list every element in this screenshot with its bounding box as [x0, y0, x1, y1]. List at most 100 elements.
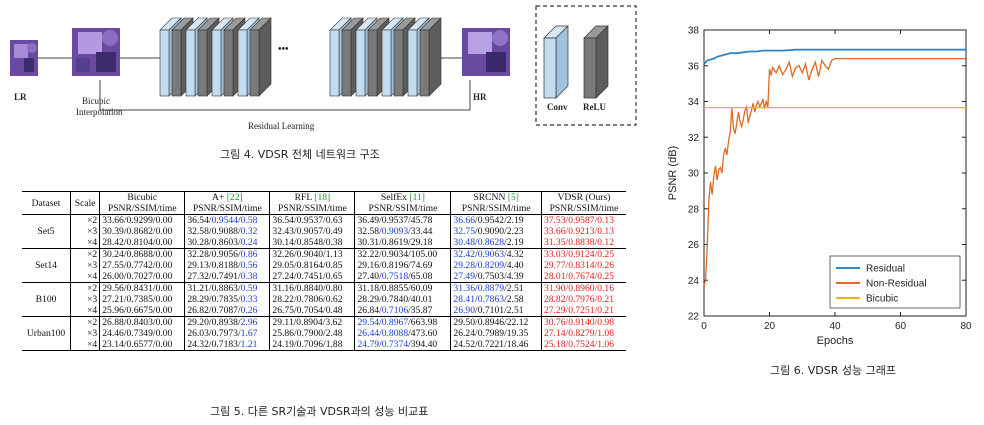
result-value: 24.52	[453, 339, 476, 350]
x-tick-label: 20	[764, 321, 776, 332]
bicubic-image	[72, 28, 120, 76]
result-value: 30.48	[453, 237, 476, 248]
th-metric: PSNR/SSIM/time	[269, 203, 356, 215]
bicubic-label-line2: Interpolation	[76, 107, 123, 117]
result-value: 29.50	[453, 317, 476, 328]
result-value: 28.41	[453, 294, 476, 305]
result-cell: 26.84/0.7106/35.87	[354, 305, 452, 317]
y-tick-label: 38	[688, 26, 700, 37]
result-value: 0.8946	[477, 317, 505, 328]
result-value: 0.9090	[477, 226, 505, 237]
result-value: 65.08	[410, 271, 433, 282]
y-tick-label: 34	[688, 97, 700, 108]
table-row: Urban100 ×2 26.88/0.8403/0.00 29.20/0.8938/…	[22, 316, 626, 350]
legend-relu-block	[583, 25, 609, 99]
result-value: 0.8682	[126, 226, 153, 237]
y-tick-label: 30	[688, 169, 700, 180]
result-cell: 32.58/0.9093/33.44	[354, 226, 452, 237]
psnr-chart-svg: 0 20 40 60 80 22 24 26 28 30 32 34 36 38 Epochs PSNR (d…	[667, 26, 972, 348]
result-value: 36.54	[187, 215, 209, 226]
relu-layer-block	[419, 17, 442, 97]
scale-cell: ×3	[70, 328, 101, 339]
result-value: 0.7349	[126, 328, 153, 339]
result-value: 0.9542	[477, 215, 505, 226]
result-value: 32.28	[187, 249, 209, 260]
result-value: 0.8855	[381, 283, 409, 294]
hr-label: HR	[473, 92, 487, 102]
result-cell: 26.82/0.7087/0.26	[184, 305, 271, 317]
result-cell: 33.66/0.9299/0.00	[99, 214, 186, 226]
result-value: 32.58	[187, 226, 209, 237]
result-cell: 31.90/0.8960/0.16	[543, 283, 615, 294]
result-value: 4.39	[506, 271, 524, 282]
dots-label: •••	[278, 44, 289, 55]
result-value: 29.54	[357, 317, 380, 328]
result-cell: 24.46/0.7349/0.00	[99, 328, 186, 339]
result-value: 0.24	[240, 237, 258, 248]
result-value: 0.9093	[381, 226, 409, 237]
result-value: 0.85	[325, 260, 343, 271]
table-group: Set14 ×2 30.24/0.8688/0.00 32.28/0.9056/0.8…	[22, 248, 626, 283]
scale-cell: ×2	[70, 248, 101, 260]
result-value: 0.49	[325, 226, 343, 237]
table-row: ×3 24.46/0.7349/0.00 26.03/0.7973/1.67 25.8…	[22, 328, 626, 339]
result-value: 29.28	[453, 260, 476, 271]
legend-entry: Non-Residual	[866, 279, 927, 290]
result-value: 0.00	[155, 249, 173, 260]
y-tick-label: 22	[688, 312, 700, 323]
x-tick-label: 40	[829, 321, 841, 332]
result-value: 30.39	[102, 226, 124, 237]
result-value: 0.7385	[126, 294, 153, 305]
result-value: 29.56	[102, 283, 124, 294]
result-value: 0.7054	[296, 305, 324, 316]
result-value: 0.9088	[211, 226, 238, 237]
result-value: 28.29	[187, 294, 209, 305]
residual-skip-line	[99, 80, 471, 111]
result-cell: 29.16/0.8196/74.69	[354, 260, 452, 271]
x-tick-label: 60	[895, 321, 907, 332]
result-value: 0.9537	[296, 215, 324, 226]
result-cell: 29.77/0.8314/0.26	[543, 260, 615, 271]
result-value: 0.8967	[381, 317, 409, 328]
result-value: 0.7503	[477, 271, 505, 282]
result-cell: 27.55/0.7742/0.00	[99, 260, 186, 271]
result-value: 36.54	[272, 215, 294, 226]
result-value: 2.58	[506, 294, 524, 305]
result-value: 105.00	[410, 249, 438, 260]
table-group: Set5 ×2 33.66/0.9299/0.00 36.54/0.9544/0.58…	[22, 214, 626, 249]
result-value: 0.9034	[381, 249, 409, 260]
result-value: 0.7742	[126, 260, 153, 271]
result-value: 0.8863	[211, 283, 238, 294]
result-value: 26.00	[102, 271, 124, 282]
result-value: 0.9040	[296, 249, 324, 260]
th-scale: Scale	[70, 192, 101, 215]
scale-cell: ×4	[70, 339, 101, 350]
table-row: ×3 27.21/0.7385/0.00 28.29/0.7835/0.33 28.2…	[22, 294, 626, 305]
result-cell: 26.88/0.8403/0.00	[99, 316, 186, 328]
result-cell: 30.24/0.8688/0.00	[99, 248, 186, 260]
result-value: 0.00	[155, 260, 173, 271]
series-line-residual	[703, 48, 966, 65]
result-cell: 24.32/0.7183/1.21	[184, 339, 271, 350]
result-value: 0.38	[325, 237, 343, 248]
fig5-caption: 그림 5. 다른 SR기술과 VDSR과의 성능 비교표	[210, 405, 429, 418]
result-cell: 30.14/0.8548/0.38	[269, 237, 356, 249]
result-cell: 36.66/0.9542/2.19	[450, 214, 542, 226]
result-cell: 28.29/0.7840/40.01	[354, 294, 452, 305]
residual-learning-label: Residual Learning	[248, 121, 315, 131]
result-value: 0.8688	[126, 249, 153, 260]
result-value: 24.19	[272, 339, 294, 350]
th-srcnn: SRCNN [5]	[450, 192, 542, 203]
x-tick-label: 0	[701, 321, 707, 332]
result-cell: 31.35/0.8838/0.12	[543, 237, 615, 248]
result-value: 30.14	[272, 237, 294, 248]
result-value: 40.01	[410, 294, 433, 305]
result-value: 4.32	[506, 249, 524, 260]
result-value: 0.59	[240, 283, 258, 294]
result-value: 31.16	[272, 283, 294, 294]
result-value: 26.90	[453, 305, 476, 316]
result-cell: 36.54/0.9537/0.63	[269, 214, 356, 226]
result-value: 663.98	[410, 317, 438, 328]
result-cell: 31.16/0.8840/0.80	[269, 282, 356, 294]
result-value: 0.62	[325, 294, 343, 305]
